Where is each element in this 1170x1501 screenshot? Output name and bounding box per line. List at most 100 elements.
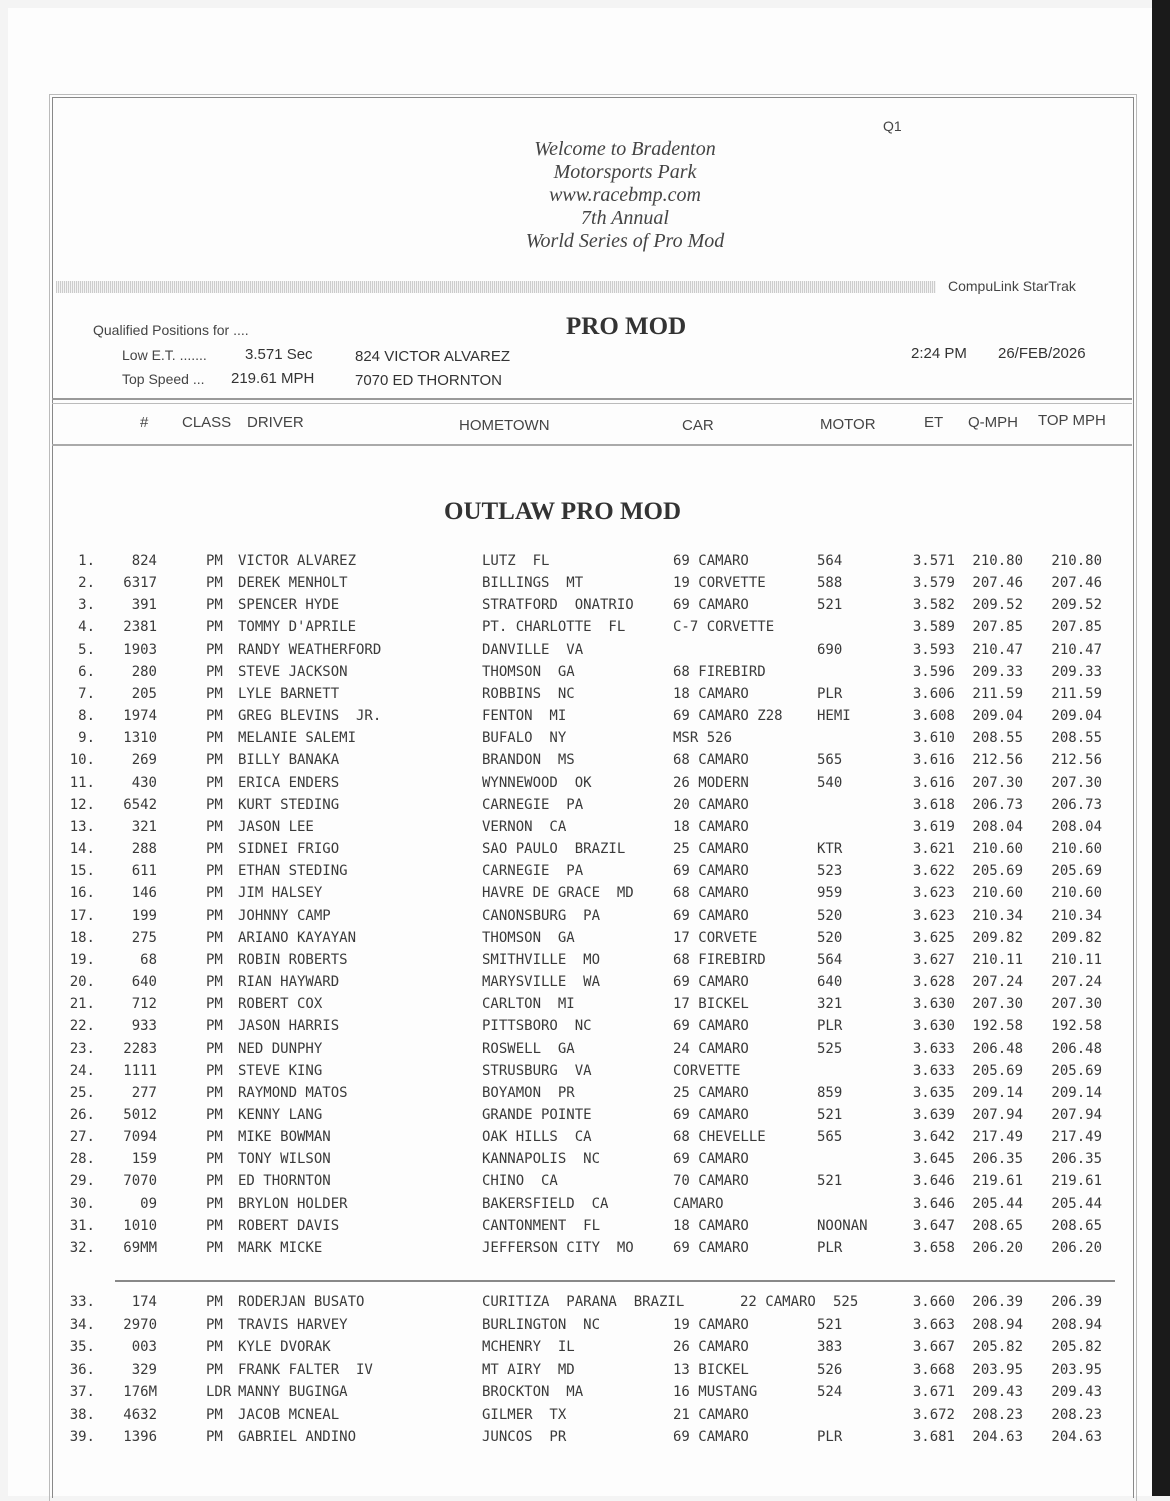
cell-hometown: BAKERSFIELD CA xyxy=(482,1195,609,1212)
cell-car: 26 MODERN xyxy=(673,774,749,791)
cell-position: 17. xyxy=(69,907,95,924)
cell-car-number: 1010 xyxy=(123,1217,157,1234)
cell-hometown: KANNAPOLIS NC xyxy=(482,1151,601,1168)
cell-top-mph: 211.59 xyxy=(1051,685,1102,702)
cell-top-mph: 204.63 xyxy=(1051,1429,1102,1445)
cell-hometown: BUFALO NY xyxy=(482,730,567,747)
cell-position: 12. xyxy=(69,796,95,813)
cell-et: 3.660 xyxy=(912,1294,955,1310)
cell-position: 32. xyxy=(69,1239,95,1256)
cell-car-number: 6317 xyxy=(123,575,157,592)
cell-driver: TONY WILSON xyxy=(238,1151,331,1168)
cell-class: PM xyxy=(206,1406,223,1423)
cell-motor: 859 xyxy=(817,1084,843,1101)
cell-motor: 565 xyxy=(817,1129,843,1146)
cell-hometown: CARLTON MI xyxy=(482,996,575,1013)
cell-driver: STEVE KING xyxy=(238,1062,323,1079)
cell-car-number: 288 xyxy=(131,841,157,858)
cell-car-number: 5012 xyxy=(123,1107,157,1123)
cell-q-mph: 207.24 xyxy=(972,974,1023,991)
cell-position: 35. xyxy=(69,1339,95,1355)
cell-et: 3.627 xyxy=(912,951,955,968)
table-row: 27. 7094 PM MIKE BOWMAN OAK HILLS CA 68 CHEVE… xyxy=(0,1128,1170,1150)
cell-q-mph: 210.60 xyxy=(972,885,1023,902)
cell-class: PM xyxy=(206,1361,223,1378)
col-header-number: # xyxy=(140,414,149,431)
website-line: www.racebmp.com xyxy=(549,184,701,206)
cell-car-number: 7094 xyxy=(123,1129,157,1146)
cell-q-mph: 207.94 xyxy=(972,1107,1023,1123)
cell-top-mph: 206.48 xyxy=(1051,1040,1102,1057)
cell-q-mph: 209.43 xyxy=(972,1384,1023,1400)
cell-car: 68 FIREBIRD xyxy=(673,951,766,968)
cell-car-number: 174 xyxy=(131,1294,157,1310)
cell-class: PM xyxy=(206,863,223,880)
cell-motor: PLR xyxy=(817,1018,843,1035)
cell-top-mph: 205.69 xyxy=(1051,863,1102,880)
cell-car-number: 2381 xyxy=(123,619,157,636)
table-row: 8. 1974 PM GREG BLEVINS JR. FENTON MI 69 CAMA… xyxy=(0,707,1170,729)
cell-q-mph: 207.46 xyxy=(972,575,1023,592)
cell-et: 3.623 xyxy=(912,885,955,902)
cell-hometown: LUTZ FL xyxy=(482,553,550,569)
cell-position: 15. xyxy=(69,863,95,880)
cell-class: PM xyxy=(206,1084,223,1101)
table-row: 13. 321 PM JASON LEE VERNON CA 18 CAMARO 3.619… xyxy=(0,818,1170,840)
cell-hometown: GRANDE POINTE xyxy=(482,1107,592,1123)
cell-hometown: CURITIZA PARANA BRAZIL xyxy=(482,1294,685,1310)
cell-position: 36. xyxy=(69,1361,95,1378)
cell-et: 3.667 xyxy=(912,1339,955,1355)
cell-driver: STEVE JACKSON xyxy=(238,663,348,680)
cell-q-mph: 203.95 xyxy=(972,1361,1023,1378)
cell-class: PM xyxy=(206,929,223,946)
col-header-car: CAR xyxy=(682,417,714,434)
cell-top-mph: 206.20 xyxy=(1051,1239,1102,1256)
cell-top-mph: 210.60 xyxy=(1051,841,1102,858)
cell-motor: PLR xyxy=(817,1429,843,1445)
cell-driver: JASON LEE xyxy=(238,818,314,835)
cell-car: 69 CAMARO xyxy=(673,597,749,614)
cell-et: 3.671 xyxy=(912,1384,955,1400)
table-row: 34. 2970 PM TRAVIS HARVEY BURLINGTON NC 19 CA… xyxy=(0,1316,1170,1338)
cell-q-mph: 210.60 xyxy=(972,841,1023,858)
cell-driver: VICTOR ALVAREZ xyxy=(238,553,357,569)
cell-et: 3.646 xyxy=(912,1195,955,1212)
cell-car: 22 CAMARO xyxy=(740,1294,816,1310)
cell-car-number: 2283 xyxy=(123,1040,157,1057)
cell-position: 16. xyxy=(69,885,95,902)
cell-hometown: CANONSBURG PA xyxy=(482,907,601,924)
cell-driver: TRAVIS HARVEY xyxy=(238,1316,348,1333)
cell-class: PM xyxy=(206,1217,223,1234)
cell-class: PM xyxy=(206,907,223,924)
cell-top-mph: 205.69 xyxy=(1051,1062,1102,1079)
qualified-for-label: Qualified Positions for .... xyxy=(93,322,249,338)
cell-car: 24 CAMARO xyxy=(673,1040,749,1057)
cell-car-number: 176M xyxy=(123,1384,157,1400)
cell-car: 13 BICKEL xyxy=(673,1361,749,1378)
cell-motor: 521 xyxy=(817,1173,843,1190)
cell-car-number: 4632 xyxy=(123,1406,157,1423)
cell-q-mph: 205.44 xyxy=(972,1195,1023,1212)
table-row: 33. 174 PM RODERJAN BUSATO CURITIZA PARANA B… xyxy=(0,1293,1170,1315)
cell-car-number: 640 xyxy=(131,974,157,991)
track-name-line: Motorsports Park xyxy=(553,161,697,183)
cell-car-number: 146 xyxy=(131,885,157,902)
cell-car: 69 CAMARO xyxy=(673,1151,749,1168)
table-row: 3. 391 PM SPENCER HYDE STRATFORD ONATRIO 69 C… xyxy=(0,596,1170,618)
cell-car: CAMARO xyxy=(673,1195,724,1212)
cell-et: 3.608 xyxy=(912,708,955,725)
cell-car: 69 CAMARO Z28 xyxy=(673,708,783,725)
cell-hometown: GILMER TX xyxy=(482,1406,567,1423)
cell-position: 28. xyxy=(69,1151,95,1168)
cell-driver: LYLE BARNETT xyxy=(238,685,340,702)
cell-et: 3.571 xyxy=(912,553,955,569)
table-row: 16. 146 PM JIM HALSEY HAVRE DE GRACE MD 68 CA… xyxy=(0,884,1170,906)
cell-car: 18 CAMARO xyxy=(673,1217,749,1234)
cell-top-mph: 219.61 xyxy=(1051,1173,1102,1190)
cell-driver: ARIANO KAYAYAN xyxy=(238,929,357,946)
table-row: 15. 611 PM ETHAN STEDING CARNEGIE PA 69 CAMAR… xyxy=(0,862,1170,884)
cell-hometown: MARYSVILLE WA xyxy=(482,974,601,991)
cell-position: 10. xyxy=(69,752,95,769)
cell-et: 3.633 xyxy=(912,1062,955,1079)
cell-class: PM xyxy=(206,818,223,835)
